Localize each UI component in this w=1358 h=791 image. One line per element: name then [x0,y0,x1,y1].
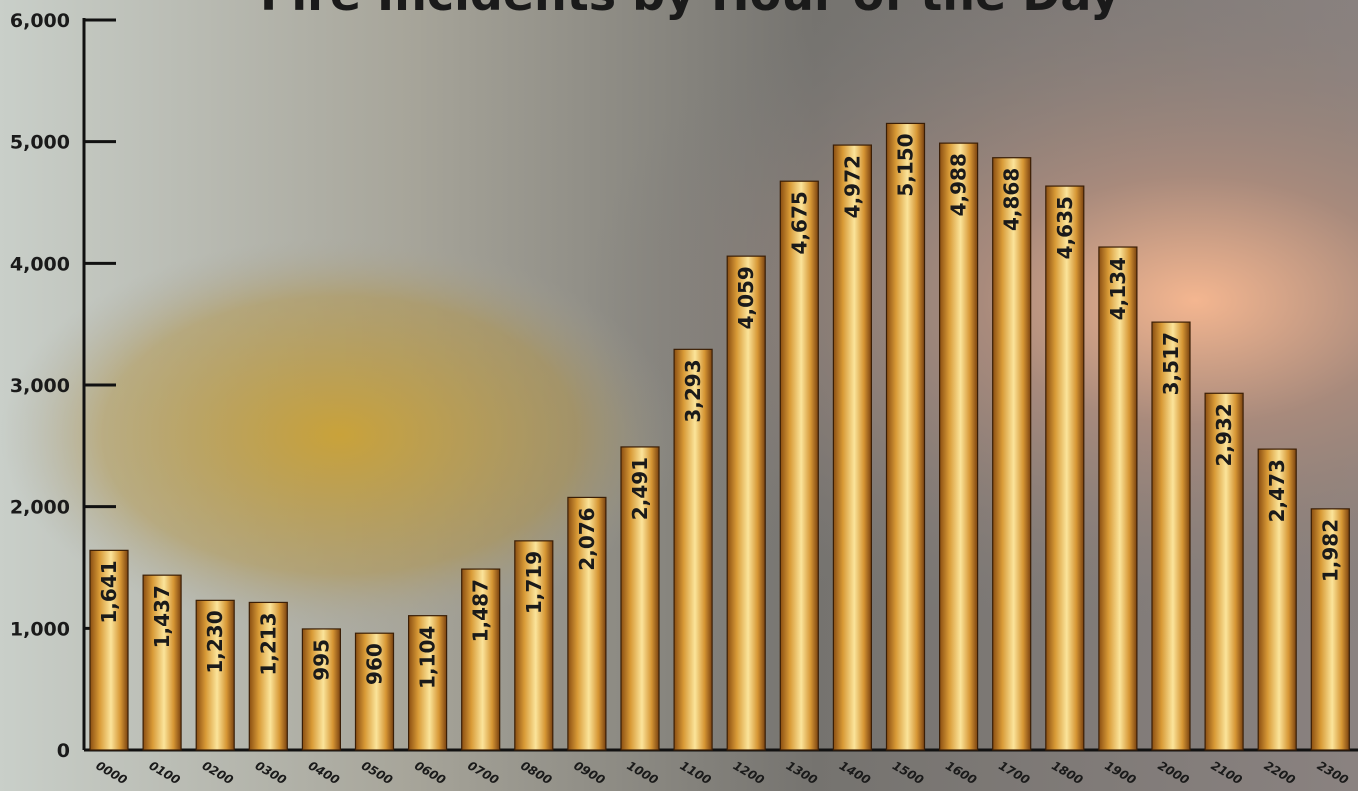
bar [992,157,1032,751]
value-label: 1,641 [97,560,121,623]
value-label: 1,719 [522,551,546,614]
value-label: 960 [363,643,387,685]
bar [1204,392,1244,751]
value-label: 3,293 [681,359,705,422]
bar [514,540,554,751]
bar [832,144,873,751]
bar [248,601,288,751]
bar [354,632,395,751]
value-label: 4,059 [734,266,758,329]
value-label: 1,104 [416,626,440,689]
value-label: 1,230 [203,610,227,673]
value-label: 4,868 [1000,168,1024,231]
bar [726,255,766,751]
y-tick-label: 0 [57,740,70,762]
value-label: 1,487 [469,579,493,642]
value-label: 1,437 [150,585,174,648]
bar [1151,321,1191,751]
bar [567,496,607,751]
value-label: 995 [309,639,333,681]
value-label: 4,675 [787,191,811,254]
value-label: 4,635 [1053,196,1077,259]
value-label: 1,982 [1318,519,1342,582]
value-label: 1,213 [256,612,280,675]
value-label: 2,932 [1212,403,1236,466]
chart-title: Fire Incidents by Hour of the Day [260,0,1120,21]
bar [1257,448,1297,751]
bar [938,142,979,751]
value-label: 4,972 [840,155,864,218]
bar [142,574,182,751]
y-tick-label: 3,000 [10,375,70,397]
value-label: 5,150 [894,133,918,196]
value-label: 3,517 [1159,332,1183,395]
value-label: 2,473 [1265,459,1289,522]
bar [1045,185,1085,751]
value-label: 2,491 [628,457,652,520]
y-tick-label: 4,000 [10,253,70,275]
value-label: 4,988 [947,153,971,216]
bar [89,549,129,751]
bar [885,122,926,751]
value-label: 4,134 [1106,257,1130,320]
y-tick-label: 1,000 [10,618,70,640]
bar [1098,246,1138,751]
bar [301,628,341,751]
value-label: 2,076 [575,507,599,570]
bar [779,180,819,751]
y-tick-label: 6,000 [10,10,70,32]
y-tick-label: 5,000 [10,132,70,154]
bar [461,568,501,751]
bar [1310,508,1350,751]
y-tick-label: 2,000 [10,497,70,519]
bar [195,599,235,751]
bar [408,615,448,751]
bar [673,348,713,751]
bar [620,446,660,751]
